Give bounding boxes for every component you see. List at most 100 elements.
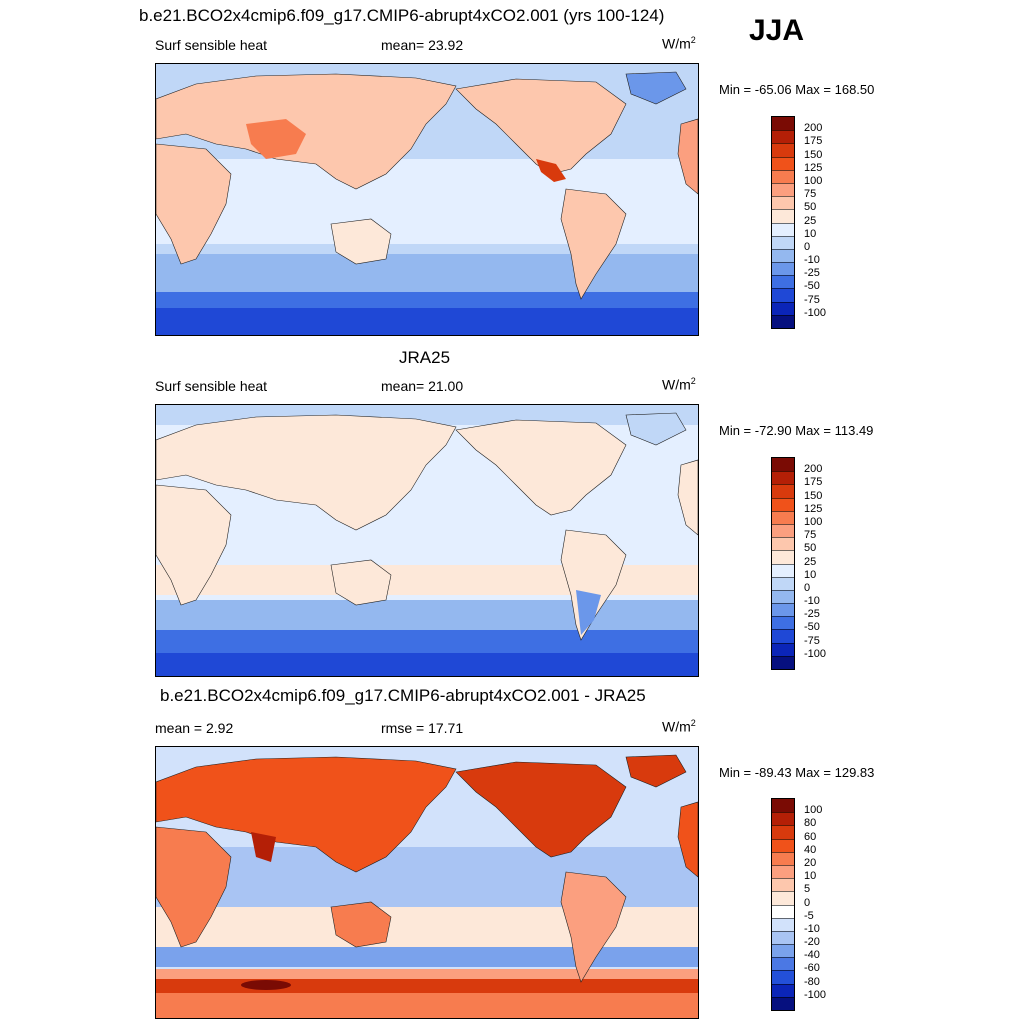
panel3-africa <box>156 826 232 948</box>
panel3-colorbar-tick-label: 10 <box>804 870 817 883</box>
panel1-map <box>155 63 699 336</box>
panel3-colorbar-tick-label: -5 <box>804 909 814 922</box>
panel3-units: W/m2 <box>662 718 696 735</box>
panel3-colorbar-swatch <box>772 996 794 1010</box>
panel1-greenland <box>625 71 687 105</box>
panel2-midlat-band <box>156 600 698 630</box>
panel3-south-america <box>560 871 627 983</box>
panel2-colorbar-swatch <box>772 484 794 498</box>
panel3-colorbar-tick-label: -80 <box>804 975 820 988</box>
panel3-colorbar-tick-label: 5 <box>804 883 811 896</box>
panel1-colorbar-swatch <box>772 222 794 236</box>
panel3-colorbar-swatch <box>772 970 794 984</box>
panel2-europe-right <box>677 459 698 536</box>
panel1-colorbar-swatch <box>772 262 794 276</box>
panel2-colorbar-swatch <box>772 576 794 590</box>
panel3-colorbar-tick-label: -60 <box>804 962 820 975</box>
panel1-colorbar-tick-label: 25 <box>804 214 817 227</box>
panel1-colorbar-swatch <box>772 196 794 210</box>
panel1-map-svg <box>156 64 698 335</box>
panel3-australia <box>330 901 392 948</box>
panel2-colorbar-swatch <box>772 563 794 577</box>
panel2-colorbar-swatch <box>772 537 794 551</box>
panel2-colorbar-tick-label: 75 <box>804 529 817 542</box>
panel3-colorbar-tick-label: -20 <box>804 936 820 949</box>
panel3-colorbar-swatch <box>772 878 794 892</box>
panel3-colorbar-swatch <box>772 917 794 931</box>
panel1-colorbar-swatch <box>772 275 794 289</box>
panel1-colorbar-tick-label: 0 <box>804 240 811 253</box>
panel3-minmax: Min = -89.43 Max = 129.83 <box>719 765 875 780</box>
panel1-midlat-band <box>156 254 698 294</box>
panel2-africa <box>156 484 232 606</box>
panel3-colorbar-swatch <box>772 864 794 879</box>
panel2-north-america <box>455 419 627 516</box>
panel2-colorbar-swatch <box>772 616 794 630</box>
panel2-greenland <box>625 412 687 446</box>
panel2-australia <box>330 559 392 606</box>
panel2-colorbar-tick-label: 150 <box>804 489 823 502</box>
panel3-antarctic-band <box>156 993 698 1018</box>
panel2-colorbar-tick-label: 200 <box>804 463 823 476</box>
panel3-colorbar-swatch <box>772 799 794 813</box>
panel1-eurasia <box>156 73 457 190</box>
panel2-colorbar-swatch <box>772 589 794 604</box>
panel3-colorbar-swatch <box>772 930 794 945</box>
panel3-colorbar-swatch <box>772 851 794 865</box>
panel2-colorbar-tick-label: 125 <box>804 502 823 515</box>
panel2-colorbar-tick-label: 25 <box>804 555 817 568</box>
panel2-colorbar-tick-label: -10 <box>804 595 820 608</box>
panel1-colorbar-swatch <box>772 156 794 170</box>
panel3-colorbar <box>771 798 795 1011</box>
panel1-colorbar-swatch <box>772 314 794 328</box>
panel3-mean-label: mean = 2.92 <box>155 720 234 736</box>
panel3-colorbar-tick-label: -40 <box>804 949 820 962</box>
panel1-colorbar-swatch <box>772 117 794 131</box>
panel1-colorbar-tick-label: 10 <box>804 227 817 240</box>
panel3-colorbar-swatch <box>772 891 794 905</box>
panel2-mean-label: mean= 21.00 <box>381 378 464 394</box>
panel2-colorbar-tick-label: 100 <box>804 515 823 528</box>
panel2-colorbar-tick-label: -25 <box>804 608 820 621</box>
panel1-colorbar-swatch <box>772 130 794 144</box>
panel3-hotspot <box>241 980 291 990</box>
panel1-colorbar-tick-label: -25 <box>804 267 820 280</box>
panel1-colorbar-swatch <box>772 288 794 302</box>
panel1-colorbar-swatch <box>772 248 794 263</box>
panel3-north-america <box>455 761 627 858</box>
panel2-patagonia-cool <box>576 590 601 635</box>
panel2-units: W/m2 <box>662 376 696 393</box>
panel1-colorbar-tick-label: 175 <box>804 135 823 148</box>
panel1-antarctic-band <box>156 308 698 335</box>
panel3-colorbar-swatch <box>772 825 794 839</box>
panel1-colorbar-tick-label: 75 <box>804 188 817 201</box>
panel3-rmse-label: rmse = 17.71 <box>381 720 464 736</box>
panel1-colorbar-tick-label: 200 <box>804 122 823 135</box>
panel2-map <box>155 404 699 677</box>
panel3-colorbar-swatch <box>772 812 794 826</box>
panel2-colorbar-tick-label: -50 <box>804 621 820 634</box>
panel2-map-svg <box>156 405 698 676</box>
panel3-title: b.e21.BCO2x4cmip6.f09_g17.CMIP6-abrupt4x… <box>160 686 646 705</box>
panel3-colorbar-tick-label: 0 <box>804 896 811 909</box>
panel2-colorbar-tick-label: 10 <box>804 568 817 581</box>
panel2-colorbar-swatch <box>772 510 794 524</box>
panel2-colorbar <box>771 457 795 670</box>
panel3-colorbar-tick-label: 40 <box>804 843 817 856</box>
panel3-greenland <box>625 754 687 788</box>
panel1-australia <box>330 218 392 265</box>
panel3-colorbar-tick-label: 20 <box>804 856 817 869</box>
panel1-africa <box>156 143 232 265</box>
panel1-colorbar-tick-label: -100 <box>804 306 827 319</box>
panel3-colorbar-swatch <box>772 957 794 971</box>
panel2-antarctic-band <box>156 653 698 676</box>
panel1-colorbar-tick-label: -10 <box>804 254 820 267</box>
panel2-variable-label: Surf sensible heat <box>155 378 268 394</box>
panel2-colorbar-tick-label: -100 <box>804 647 827 660</box>
panel2-colorbar-swatch <box>772 497 794 511</box>
panel3-midlat-band <box>156 947 698 967</box>
panel3-colorbar-tick-label: 60 <box>804 830 817 843</box>
panel2-southern-band <box>156 630 698 655</box>
panel3-colorbar-tick-label: -10 <box>804 922 820 935</box>
panel1-colorbar-tick-label: 50 <box>804 201 817 214</box>
